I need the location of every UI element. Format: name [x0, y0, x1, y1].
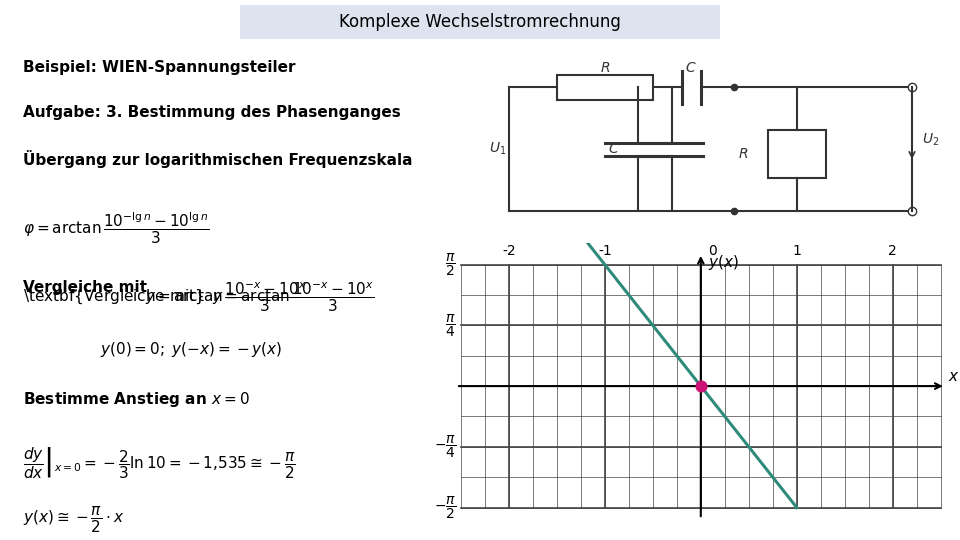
Text: $x$: $x$	[948, 369, 960, 384]
Text: 1: 1	[792, 245, 802, 259]
Text: $C$: $C$	[608, 142, 619, 156]
Bar	[557, 75, 653, 100]
Text: $-\dfrac{\pi}{2}$: $-\dfrac{\pi}{2}$	[434, 495, 456, 521]
Text: $y(0) = 0;\; y(-x) = -y(x)$: $y(0) = 0;\; y(-x) = -y(x)$	[100, 340, 282, 359]
Text: $\dfrac{\pi}{4}$: $\dfrac{\pi}{4}$	[445, 312, 456, 339]
Text: 2: 2	[888, 245, 898, 259]
Text: $R$: $R$	[600, 60, 610, 75]
Text: -2: -2	[502, 245, 516, 259]
Text: Komplexe Wechselstromrechnung: Komplexe Wechselstromrechnung	[339, 13, 621, 31]
Text: $U_2$: $U_2$	[922, 131, 939, 147]
Text: $y(x) \cong -\dfrac{\pi}{2} \cdot x$: $y(x) \cong -\dfrac{\pi}{2} \cdot x$	[23, 505, 125, 535]
Text: \textbf{Vergleiche mit} $\;y = \arctan\dfrac{10^{-x} - 10^{x}}{3}$: \textbf{Vergleiche mit} $\;y = \arctan\d…	[23, 280, 374, 314]
Text: $U_1$: $U_1$	[489, 141, 507, 157]
Text: Bestimme Anstieg an $x = 0$: Bestimme Anstieg an $x = 0$	[23, 390, 250, 409]
Text: $y(x)$: $y(x)$	[708, 253, 738, 272]
Text: 0: 0	[708, 245, 717, 259]
Text: $\left.\dfrac{dy}{dx}\right|_{x=0} = -\dfrac{2}{3}\ln 10 = -1{,}535 \cong -\dfra: $\left.\dfrac{dy}{dx}\right|_{x=0} = -\d…	[23, 445, 296, 481]
Text: Beispiel: WIEN-Spannungsteiler: Beispiel: WIEN-Spannungsteiler	[23, 60, 296, 76]
Point	[693, 382, 708, 390]
Text: $\dfrac{\pi}{2}$: $\dfrac{\pi}{2}$	[445, 252, 456, 278]
Text: $C$: $C$	[685, 60, 697, 75]
Text: Übergang zur logarithmischen Frequenzskala: Übergang zur logarithmischen Frequenzska…	[23, 150, 413, 168]
Bar	[768, 130, 826, 178]
Text: -1: -1	[598, 245, 612, 259]
Text: $\varphi = \arctan\dfrac{10^{-\mathrm{lg}\,n} - 10^{\mathrm{lg}\,n}}{3}$: $\varphi = \arctan\dfrac{10^{-\mathrm{lg…	[23, 210, 209, 246]
Text: $R$: $R$	[738, 147, 749, 161]
Text: $-\dfrac{\pi}{4}$: $-\dfrac{\pi}{4}$	[434, 434, 456, 460]
Text: Vergleiche mit: Vergleiche mit	[23, 280, 147, 295]
Text: $y = \arctan\dfrac{10^{-x} - 10^{x}}{3}$: $y = \arctan\dfrac{10^{-x} - 10^{x}}{3}$	[145, 280, 307, 314]
Text: Aufgabe: 3. Bestimmung des Phasenganges: Aufgabe: 3. Bestimmung des Phasenganges	[23, 105, 401, 120]
